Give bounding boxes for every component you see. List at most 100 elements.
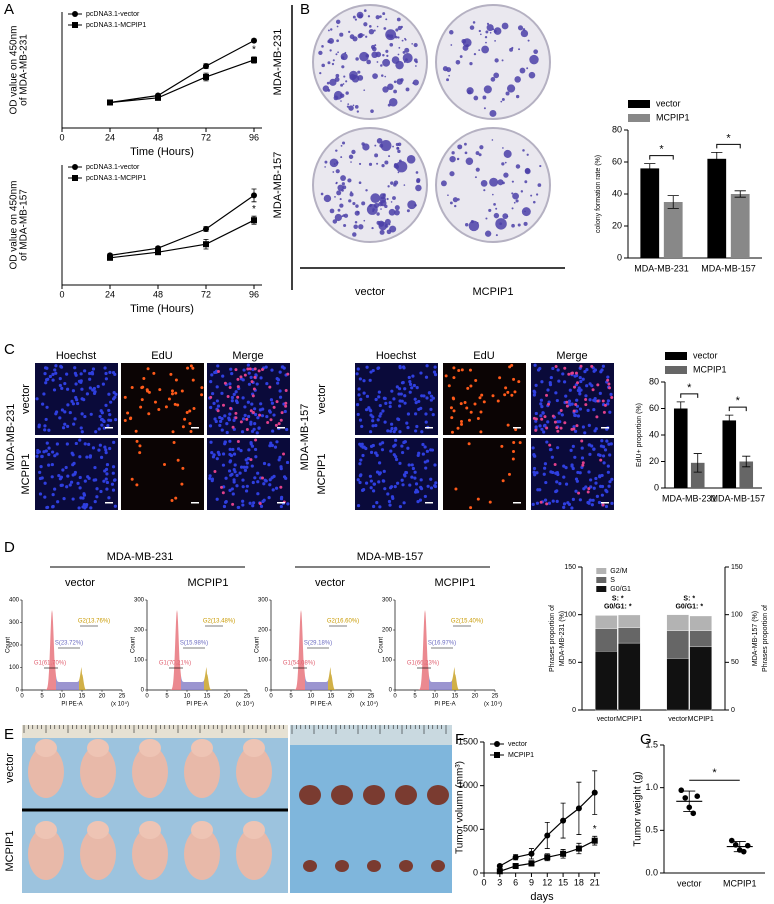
nucleus: [600, 368, 604, 372]
nucleus: [535, 471, 539, 475]
nucleus: [356, 367, 360, 371]
edu-nucleus: [603, 403, 607, 407]
x-tick-label: 20: [348, 694, 355, 700]
colony: [459, 55, 463, 58]
y-tick-label: 100: [731, 612, 743, 619]
nucleus: [215, 497, 219, 501]
nucleus: [43, 372, 47, 376]
nucleus: [102, 479, 106, 483]
nucleus: [410, 475, 414, 479]
x-tick-label: 96: [249, 289, 259, 299]
colony: [327, 61, 331, 65]
y-tick-label: 1.5: [645, 739, 658, 749]
edu-nucleus: [192, 407, 196, 411]
colony: [493, 27, 502, 35]
nucleus: [212, 453, 216, 457]
colony: [362, 34, 365, 36]
colony: [322, 85, 330, 92]
histogram-area: [452, 666, 467, 690]
colony: [524, 167, 531, 174]
legend-label: MCPIP1: [693, 364, 727, 374]
colony: [454, 204, 457, 208]
nucleus: [408, 390, 412, 394]
colony: [354, 210, 360, 216]
nucleus: [209, 440, 213, 444]
colony: [361, 201, 366, 206]
nucleus: [403, 394, 407, 398]
edu-nucleus: [503, 393, 507, 397]
error-bar: [683, 790, 696, 812]
nucleus: [580, 456, 585, 460]
row-label: MCPIP1: [20, 454, 32, 495]
nucleus: [601, 454, 606, 458]
colony: [452, 197, 458, 203]
nucleus: [357, 387, 361, 391]
nucleus: [98, 443, 102, 447]
y-tick-label: 80: [612, 124, 622, 134]
nucleus: [79, 372, 83, 376]
colony: [385, 18, 388, 21]
colony: [342, 141, 346, 145]
nucleus: [209, 405, 213, 410]
y-tick-label: 0: [265, 688, 269, 694]
colony: [384, 160, 389, 165]
nucleus: [567, 399, 572, 403]
colony: [378, 201, 383, 207]
nucleus: [403, 440, 407, 444]
colony: [506, 84, 516, 93]
colony: [522, 149, 525, 152]
colony: [464, 151, 468, 155]
marker: [560, 850, 567, 857]
edu-nucleus: [286, 372, 290, 376]
edu-nucleus: [478, 396, 482, 400]
row-label: MCPIP1: [4, 831, 16, 872]
x-axis-unit: (x 10⁴): [236, 701, 254, 708]
nucleus: [228, 488, 232, 492]
bar-segment: [595, 615, 618, 629]
nucleus: [113, 478, 117, 482]
nucleus: [232, 480, 236, 484]
colony: [351, 149, 356, 155]
colony: [494, 58, 499, 63]
mouse-head: [191, 821, 213, 839]
series-line: [109, 194, 255, 256]
edu-nucleus: [460, 368, 464, 372]
nucleus: [55, 452, 59, 456]
colony: [501, 98, 505, 101]
nucleus: [241, 485, 245, 489]
nucleus: [47, 463, 51, 467]
nucleus: [247, 414, 251, 419]
panel-label: E: [4, 726, 14, 743]
nucleus: [65, 387, 70, 391]
nucleus: [264, 365, 268, 369]
annotation: *: [736, 395, 741, 407]
nucleus: [361, 453, 365, 458]
colony: [475, 151, 480, 155]
edu-nucleus: [279, 418, 283, 422]
colony: [357, 74, 364, 81]
nucleus: [230, 487, 234, 491]
nucleus: [250, 429, 255, 433]
colony: [379, 143, 384, 148]
nucleus: [253, 412, 258, 417]
x-tick-label: 9: [529, 877, 534, 887]
edu-nucleus: [451, 396, 455, 400]
colony: [413, 58, 418, 63]
row-label: vector: [316, 384, 328, 414]
nucleus: [545, 440, 549, 444]
nucleus: [104, 448, 108, 452]
colony: [404, 47, 410, 53]
colony: [455, 59, 461, 65]
colony: [320, 192, 324, 196]
nucleus: [82, 493, 87, 497]
nucleus: [245, 484, 249, 488]
nucleus: [584, 394, 588, 398]
mouse-head: [35, 821, 57, 839]
nucleus: [588, 452, 592, 456]
stain-label: Merge: [556, 350, 587, 362]
colony: [341, 65, 345, 69]
nucleus: [43, 495, 47, 499]
cell-line-label: MDA-MB-157: [357, 551, 424, 563]
nucleus: [543, 498, 548, 502]
colony: [323, 194, 332, 203]
